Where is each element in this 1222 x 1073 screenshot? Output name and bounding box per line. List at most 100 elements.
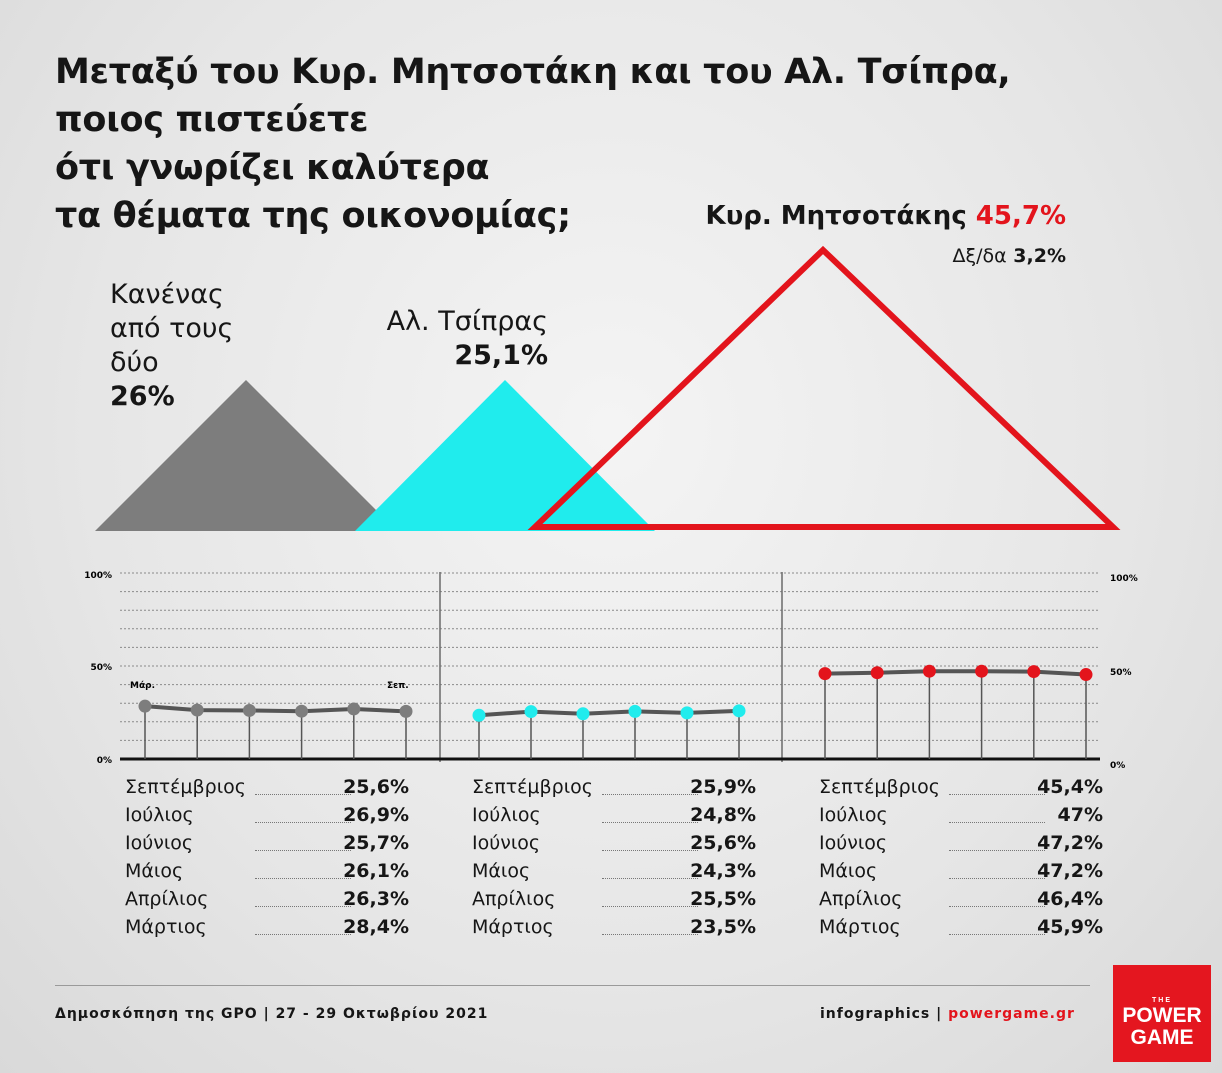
month-value: 26,9% bbox=[343, 804, 409, 826]
table-row: Μάρτιος 45,9% bbox=[819, 914, 1103, 942]
month-value: 26,3% bbox=[343, 888, 409, 910]
table-row: Σεπτέμβριος 45,4% bbox=[819, 774, 1103, 802]
month-label: Σεπτέμβριος bbox=[819, 776, 940, 798]
month-label: Απρίλιος bbox=[472, 888, 556, 910]
leader-dots bbox=[602, 906, 698, 907]
data-point bbox=[870, 666, 884, 680]
x-end-label: Σεπ. bbox=[387, 681, 409, 691]
label-tsipras-value: 25,1% bbox=[454, 340, 548, 371]
values-table-tsipras: Σεπτέμβριος 25,9% Ιούλιος 24,8% Ιούνιος 25,6%… bbox=[472, 774, 756, 942]
label-dk: Δξ/δα 3,2% bbox=[900, 243, 1066, 269]
month-label: Ιούνιος bbox=[472, 832, 541, 854]
footer-site-link[interactable]: powergame.gr bbox=[948, 1006, 1075, 1022]
month-value: 23,5% bbox=[690, 916, 756, 938]
data-point bbox=[628, 704, 642, 718]
month-value: 45,4% bbox=[1037, 776, 1103, 798]
logo-power: POWER bbox=[1122, 1004, 1202, 1027]
leader-dots bbox=[255, 934, 351, 935]
label-tsipras: Αλ. Τσίπρας 25,1% bbox=[384, 305, 548, 373]
table-row: Ιούνιος 47,2% bbox=[819, 830, 1103, 858]
footer-divider bbox=[55, 985, 1090, 986]
footer-credit: infographics | powergame.gr bbox=[820, 1006, 1075, 1022]
data-point bbox=[576, 707, 590, 721]
month-label: Μάρτιος bbox=[819, 916, 901, 938]
power-game-logo: THE POWER GAME bbox=[1113, 965, 1211, 1062]
leader-dots bbox=[602, 822, 698, 823]
table-row: Ιούνιος 25,7% bbox=[125, 830, 409, 858]
series-line bbox=[144, 704, 407, 714]
leader-dots bbox=[255, 850, 351, 851]
month-label: Σεπτέμβριος bbox=[472, 776, 593, 798]
label-none-value: 26% bbox=[110, 381, 175, 412]
series-layer bbox=[138, 664, 1093, 759]
data-point bbox=[975, 664, 989, 678]
data-point bbox=[732, 704, 746, 718]
table-row: Ιούλιος 26,9% bbox=[125, 802, 409, 830]
table-row: Μάρτιος 23,5% bbox=[472, 914, 756, 942]
month-label: Απρίλιος bbox=[819, 888, 903, 910]
data-point bbox=[922, 664, 936, 678]
table-row: Μάρτιος 28,4% bbox=[125, 914, 409, 942]
month-value: 47,2% bbox=[1037, 860, 1103, 882]
month-value: 25,6% bbox=[690, 832, 756, 854]
title-line: ότι γνωρίζει καλύτερα bbox=[55, 148, 490, 188]
title-line: τα θέματα της οικονομίας; bbox=[55, 196, 571, 236]
y-tick-label: 100% bbox=[1110, 574, 1138, 584]
label-dk-text: Δξ/δα bbox=[952, 245, 1007, 267]
month-label: Μάιος bbox=[819, 860, 878, 882]
table-row: Ιούλιος 24,8% bbox=[472, 802, 756, 830]
leader-dots bbox=[255, 822, 351, 823]
month-value: 46,4% bbox=[1037, 888, 1103, 910]
values-table-mitsotakis: Σεπτέμβριος 45,4% Ιούλιος 47% Ιούνιος 47,2% Μά… bbox=[819, 774, 1103, 942]
leader-dots bbox=[949, 822, 1045, 823]
table-row: Μάιος 26,1% bbox=[125, 858, 409, 886]
triangle-mitsotakis bbox=[527, 245, 1121, 530]
leader-dots bbox=[255, 878, 351, 879]
month-value: 25,6% bbox=[343, 776, 409, 798]
month-value: 25,9% bbox=[690, 776, 756, 798]
table-row: Σεπτέμβριος 25,6% bbox=[125, 774, 409, 802]
month-value: 25,5% bbox=[690, 888, 756, 910]
table-row: Ιούνιος 25,6% bbox=[472, 830, 756, 858]
y-tick-label: 50% bbox=[1110, 668, 1132, 678]
y-tick-label: 100% bbox=[84, 571, 112, 581]
data-point bbox=[138, 699, 152, 713]
label-none-line: δύο bbox=[110, 347, 159, 378]
y-tick-label: 0% bbox=[1110, 761, 1125, 771]
data-point bbox=[295, 704, 309, 718]
month-value: 26,1% bbox=[343, 860, 409, 882]
title-line: ποιος πιστεύετε bbox=[55, 100, 369, 140]
logo-the: THE bbox=[1152, 997, 1172, 1004]
month-label: Μάρτιος bbox=[125, 916, 207, 938]
footer-source: Δημοσκόπηση της GPO | 27 - 29 Οκτωβρίου … bbox=[55, 1006, 489, 1022]
leader-dots bbox=[949, 794, 1045, 795]
label-none-line: Κανένας bbox=[110, 279, 224, 310]
leader-dots bbox=[949, 906, 1045, 907]
data-point bbox=[818, 667, 832, 681]
label-mitsotakis-name: Κυρ. Μητσοτάκης bbox=[705, 201, 967, 231]
label-mitsotakis: Κυρ. Μητσοτάκης 45,7% bbox=[700, 198, 1066, 234]
data-point bbox=[1079, 668, 1093, 682]
month-label: Ιούνιος bbox=[125, 832, 194, 854]
data-point bbox=[190, 703, 204, 717]
month-label: Απρίλιος bbox=[125, 888, 209, 910]
y-tick-label: 0% bbox=[97, 756, 112, 766]
month-value: 24,8% bbox=[690, 804, 756, 826]
data-point bbox=[524, 705, 538, 719]
trend-charts: 100% 50% 0% 100% 50% 0% Μάρ. Σεπ. bbox=[84, 571, 1138, 771]
table-row: Απρίλιος 46,4% bbox=[819, 886, 1103, 914]
month-value: 47,2% bbox=[1037, 832, 1103, 854]
leader-dots bbox=[602, 850, 698, 851]
data-point bbox=[472, 708, 486, 722]
data-point bbox=[399, 704, 413, 718]
label-none: Κανένας από τους δύο 26% bbox=[110, 278, 233, 414]
data-point bbox=[347, 702, 361, 716]
table-row: Απρίλιος 26,3% bbox=[125, 886, 409, 914]
leader-dots bbox=[255, 794, 351, 795]
data-point bbox=[1027, 665, 1041, 679]
month-label: Μάρτιος bbox=[472, 916, 554, 938]
month-label: Ιούλιος bbox=[472, 804, 541, 826]
label-tsipras-name: Αλ. Τσίπρας bbox=[386, 306, 548, 337]
table-row: Μάιος 24,3% bbox=[472, 858, 756, 886]
leader-dots bbox=[949, 878, 1045, 879]
